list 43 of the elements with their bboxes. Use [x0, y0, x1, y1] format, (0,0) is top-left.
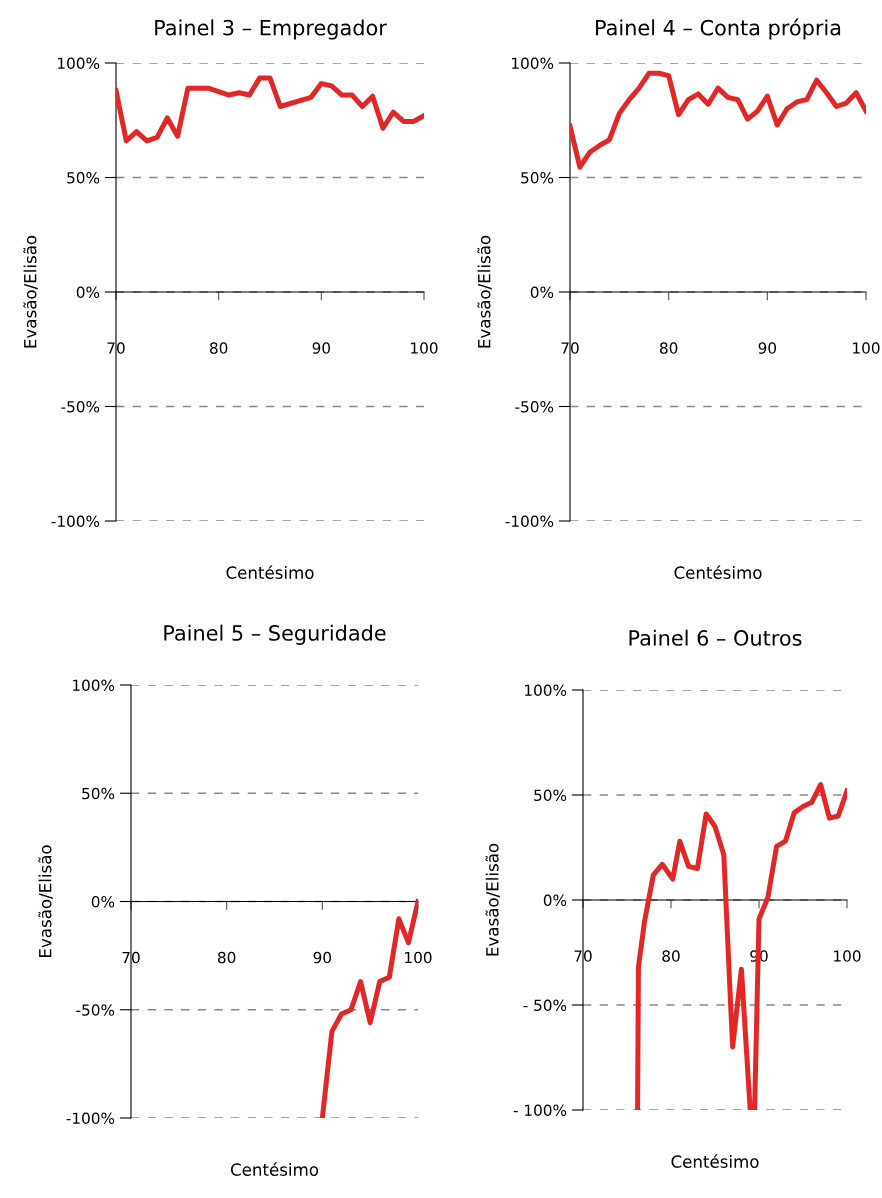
y-tick-label: 0%	[91, 895, 115, 908]
y-tick-label: - 100%	[513, 1104, 567, 1117]
y-tick-label: 50%	[82, 787, 115, 800]
y-tick-label: 100%	[58, 57, 100, 70]
chart-title: Painel 3 – Empregador	[155, 19, 387, 40]
x-tick-label: 90	[312, 342, 331, 354]
y-axis-title: Evasão/Elisão	[38, 845, 53, 957]
y-tick-label: 0%	[530, 286, 554, 299]
y-tick-label: 0%	[543, 894, 567, 907]
y-axis-title: Evasão/Elisão	[23, 235, 38, 348]
x-tick-label: 100	[405, 951, 432, 964]
x-axis-title: Centésimo	[674, 565, 762, 579]
chart-title: Painel 4 – Conta própria	[596, 18, 841, 40]
y-axis-title: Evasão/Elisão	[485, 843, 500, 956]
y-tick-label: 50%	[521, 171, 554, 184]
y-tick-label: 50%	[534, 789, 567, 802]
x-axis-title: Centésimo	[226, 565, 314, 579]
x-tick-label: 90	[758, 342, 777, 354]
x-tick-label: 80	[659, 342, 678, 354]
y-tick-label: - 50%	[523, 999, 567, 1012]
y-tick-label: -100%	[66, 1112, 115, 1125]
x-tick-label: 90	[313, 951, 332, 964]
x-axis-title: Centésimo	[671, 1154, 759, 1168]
y-tick-label: 100%	[525, 684, 567, 697]
x-tick-label: 80	[217, 951, 236, 964]
x-axis-title: Centésimo	[230, 1162, 319, 1176]
x-tick-label: 100	[853, 342, 880, 354]
chart-title: Painel 6 – Outros	[629, 629, 802, 646]
y-tick-label: 100%	[512, 57, 554, 70]
y-tick-label: -100%	[51, 515, 100, 528]
x-tick-label: 80	[209, 342, 228, 354]
y-tick-label: 0%	[76, 286, 100, 299]
y-tick-label: 50%	[67, 171, 100, 184]
x-tick-label: 80	[662, 950, 680, 962]
y-tick-label: -50%	[515, 400, 554, 413]
chart-title: Painel 5 – Seguridade	[164, 624, 386, 645]
y-tick-label: -50%	[76, 1004, 115, 1016]
y-axis-title: Evasão/Elisão	[477, 235, 492, 348]
y-tick-label: 100%	[73, 679, 115, 692]
y-tick-label: -100%	[505, 515, 554, 528]
y-tick-label: -50%	[61, 400, 100, 413]
x-tick-label: 100	[834, 950, 861, 962]
x-tick-label: 100	[411, 342, 438, 354]
